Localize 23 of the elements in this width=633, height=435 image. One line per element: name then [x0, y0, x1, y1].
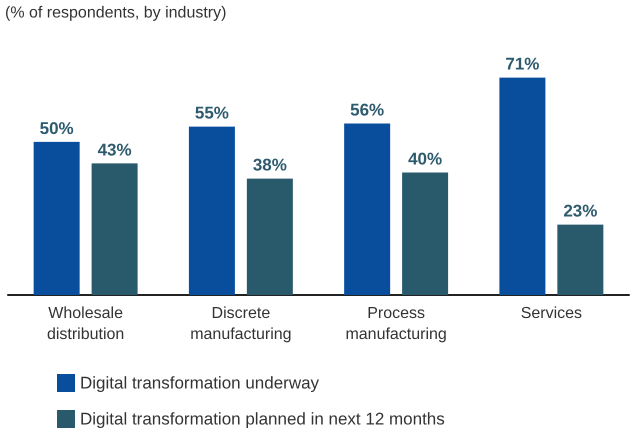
bar: [402, 172, 448, 295]
legend-label: Digital transformation underway: [80, 374, 320, 392]
data-label: 50%: [40, 118, 74, 138]
x-tick-label: Discrete manufacturing: [190, 305, 292, 343]
legend-label: Digital transformation planned in next 12 months: [80, 410, 445, 428]
bar: [34, 142, 80, 295]
bar: [499, 78, 546, 295]
data-label: 23%: [563, 202, 598, 221]
data-label: 38%: [252, 156, 287, 175]
data-label: 40%: [408, 150, 442, 168]
chart-subtitle: (% of respondents, by industry): [5, 4, 226, 22]
x-tick-label: Services: [520, 305, 582, 322]
data-label: 43%: [98, 140, 132, 160]
x-tick-label: Process manufacturing: [345, 305, 447, 343]
data-label: 55%: [194, 104, 229, 123]
bar: [188, 126, 235, 295]
bar: [92, 163, 138, 295]
x-tick-label: Wholesale distribution: [46, 305, 124, 343]
bar: [246, 178, 293, 295]
data-label: 71%: [505, 54, 540, 74]
bar: [344, 124, 390, 295]
bar: [557, 224, 604, 295]
data-label: 56%: [350, 100, 384, 120]
